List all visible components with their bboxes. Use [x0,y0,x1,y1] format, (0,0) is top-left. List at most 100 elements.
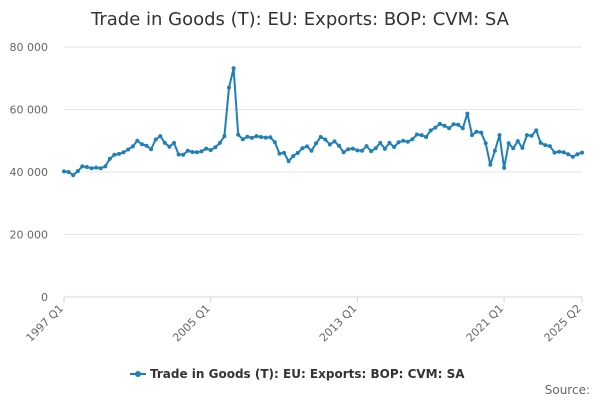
data-point [259,135,264,139]
data-point [447,126,452,131]
data-point [470,133,474,138]
data-point [286,159,291,164]
data-point [282,150,286,155]
data-point [410,137,415,142]
data-point [231,66,236,71]
data-point [222,134,227,139]
data-point [254,134,259,139]
data-point [94,165,99,170]
data-point [341,150,346,155]
x-tick-label: 2013 Q1 [317,302,360,345]
data-point [396,140,401,145]
data-point [557,149,562,154]
data-point [350,146,355,151]
data-point [506,141,511,146]
data-point [199,149,204,154]
data-point [515,139,520,144]
data-point [263,135,268,140]
data-point [158,134,163,139]
data-point [525,133,529,138]
data-point [272,140,277,145]
y-axis-tick-labels: 0 20 000 40 000 60 000 80 000 [10,41,49,304]
data-point [144,143,149,148]
data-point [580,150,584,155]
data-point [181,152,186,157]
data-point [369,149,374,154]
data-point [511,146,516,151]
data-point [117,151,121,156]
data-point [305,144,309,149]
data-point [162,140,167,145]
data-point [575,152,580,157]
data-point [194,150,199,155]
data-point [176,152,181,157]
data-point [428,128,433,133]
data-point [277,151,282,156]
data-point [479,130,484,135]
data-point [185,148,190,153]
series-line [63,67,583,177]
data-point [456,122,461,127]
data-point [373,146,378,151]
data-point [80,164,85,169]
legend[interactable]: Trade in Goods (T): EU: Exports: BOP: CV… [130,367,465,381]
data-point [332,139,337,144]
x-tick-label: 2021 Q1 [464,302,507,345]
data-point [570,154,575,159]
data-point [75,169,80,174]
data-point [130,144,135,149]
y-tick-label: 20 000 [10,229,49,242]
data-point [318,135,323,139]
data-point [474,129,479,134]
data-point [135,138,140,143]
data-point [364,144,369,149]
data-point [217,140,222,145]
data-point [295,150,300,155]
data-point [401,138,406,143]
data-point [300,146,305,151]
data-point [465,111,470,116]
data-point [236,132,241,137]
data-point [360,148,364,153]
data-point [107,156,112,161]
data-point [71,173,76,178]
chart-title: Trade in Goods (T): EU: Exports: BOP: CV… [90,9,510,30]
data-point [566,152,571,157]
legend-series-label[interactable]: Trade in Goods (T): EU: Exports: BOP: CV… [150,367,465,381]
data-point [323,137,328,142]
data-point [520,145,525,150]
gridlines [64,46,582,235]
data-point [309,148,314,153]
data-point [387,140,392,145]
data-point [561,150,566,155]
data-point [208,148,213,153]
data-point [538,140,543,145]
data-point [190,150,195,154]
data-point [213,145,218,150]
data-point [167,144,172,149]
data-point [139,142,144,147]
data-point [415,132,419,137]
data-point [291,154,296,159]
data-point [327,142,332,147]
data-point [488,162,493,167]
data-point [337,143,341,148]
data-point [149,147,154,152]
data-point [442,123,447,128]
data-point [483,141,488,146]
data-point [382,146,387,151]
data-point [172,140,176,145]
data-point [153,137,158,142]
data-point [378,140,383,145]
data-point [497,133,502,138]
series-group [62,66,584,178]
data-point [126,147,131,152]
data-point [66,170,71,174]
data-point [98,166,103,171]
data-point [460,126,465,131]
data-point [121,150,126,155]
data-point [392,145,397,149]
source-label: Source: [545,383,590,397]
x-tick-label: 2005 Q1 [170,302,213,345]
